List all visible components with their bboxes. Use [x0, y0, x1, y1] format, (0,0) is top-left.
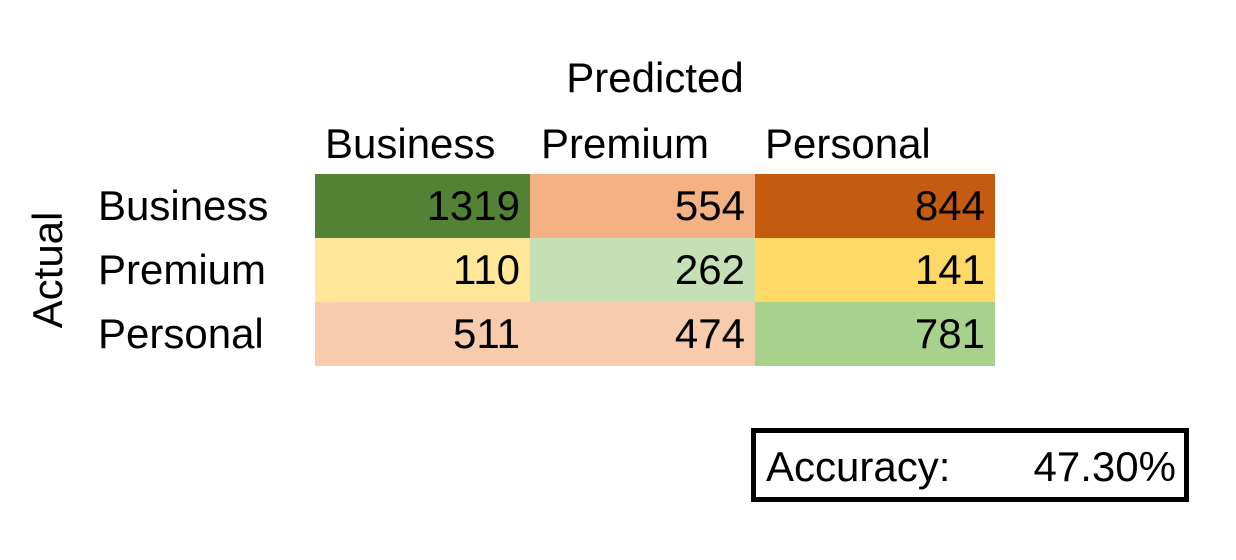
matrix-cell: 511 — [315, 302, 530, 366]
accuracy-box: Accuracy: 47.30% — [751, 428, 1189, 502]
predicted-axis-title: Predicted — [566, 54, 744, 101]
matrix-cell: 781 — [755, 302, 995, 366]
row-header-personal: Personal — [98, 310, 264, 357]
column-header-business: Business — [325, 120, 496, 167]
column-header-personal: Personal — [765, 120, 931, 167]
accuracy-value: 47.30% — [1033, 443, 1176, 490]
matrix-cell: 844 — [755, 174, 995, 238]
matrix-cell: 110 — [315, 238, 530, 302]
matrix-cell: 262 — [530, 238, 755, 302]
actual-axis-title-text: Actual — [24, 211, 71, 329]
accuracy-label: Accuracy: — [766, 443, 951, 490]
row-header-business: Business — [98, 182, 269, 229]
actual-axis-title: Actual — [16, 212, 80, 329]
matrix-cell: 1319 — [315, 174, 530, 238]
matrix-cell: 474 — [530, 302, 755, 366]
row-header-premium: Premium — [98, 246, 267, 293]
matrix-cell: 554 — [530, 174, 755, 238]
matrix-cell: 141 — [755, 238, 995, 302]
column-header-premium: Premium — [541, 120, 710, 167]
